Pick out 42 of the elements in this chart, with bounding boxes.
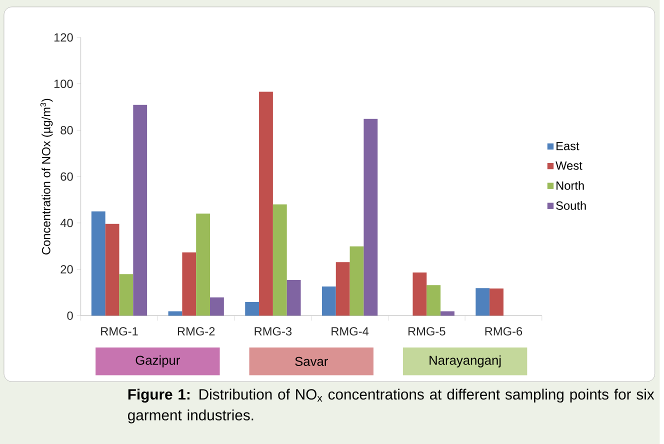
text: Gazipur: [136, 355, 180, 368]
bar: [426, 285, 441, 316]
y-tick-label: 40: [60, 218, 73, 228]
x-tick-label: RMG-6: [485, 327, 522, 336]
x-tick-label: RMG-1: [101, 327, 138, 336]
bar: [476, 288, 490, 316]
bar: [259, 92, 273, 316]
bar: [440, 311, 454, 316]
legend-label: East: [556, 142, 580, 150]
x-tick-label: RMG-4: [332, 327, 369, 336]
bar: [105, 224, 120, 316]
y-tick-label: 60: [60, 172, 73, 181]
x-tick-label: RMG-2: [178, 327, 215, 336]
bar: [350, 246, 364, 316]
y-tick-label: 0: [67, 311, 73, 320]
chart-title: Figure 1: Distribution of NO$_{x}$ concentrations at different sampling points for six garment industries.: [128, 388, 654, 424]
y-tick-label: 20: [60, 265, 73, 274]
legend-label: North: [556, 181, 584, 190]
bar: [245, 302, 260, 316]
bar: [490, 288, 504, 316]
y-tick-label: 100: [54, 80, 73, 88]
y-tick-label: 80: [60, 126, 73, 134]
bar: [119, 274, 134, 316]
legend-label: South: [556, 201, 586, 210]
bar: [336, 262, 350, 316]
bar: [196, 214, 210, 316]
x-tick-label: RMG-3: [254, 327, 292, 336]
bar: [182, 252, 196, 316]
legend-label: West: [556, 161, 582, 170]
bar: [210, 297, 224, 316]
bar: [272, 204, 287, 316]
y-axis-title: Concentration of NOx (µg/m$^{3}$): [40, 98, 53, 254]
bar: [364, 118, 378, 316]
bar: [133, 104, 148, 316]
text: Narayanganj: [430, 355, 501, 368]
bar: [322, 286, 336, 316]
y-tick-label: 120: [54, 33, 73, 42]
text: Savar: [295, 356, 328, 366]
bar: [412, 272, 427, 316]
x-tick-label: RMG-5: [408, 327, 446, 336]
bar: [286, 280, 301, 316]
bar: [91, 211, 106, 316]
